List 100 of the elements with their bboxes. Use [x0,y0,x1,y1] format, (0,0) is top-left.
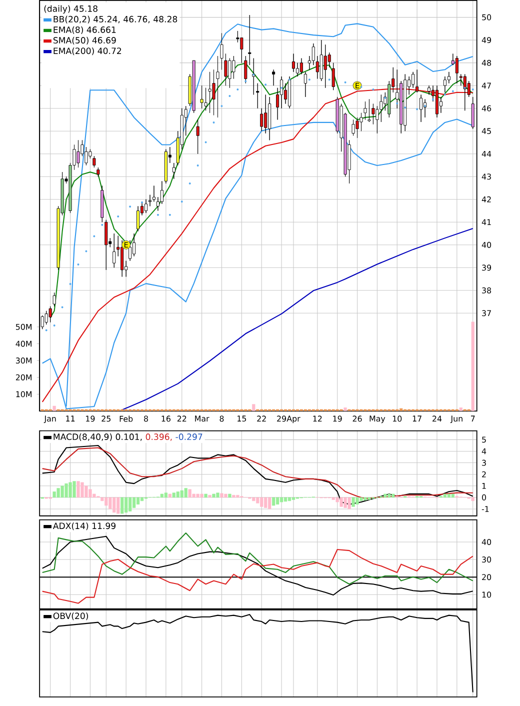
bar [212,494,216,498]
candlestick [324,44,327,88]
bar [80,482,84,498]
bar [471,497,474,501]
candlestick [192,60,196,114]
bar [447,494,450,498]
candlestick [300,58,303,74]
bar [172,492,176,498]
candlestick [244,56,247,84]
candlestick [212,69,216,116]
bar [340,497,343,507]
candlestick [272,69,275,86]
candlestick [224,53,228,86]
bar [180,490,184,498]
bar [88,489,92,498]
candlestick [368,99,371,122]
bar [443,494,446,498]
bar [160,494,164,498]
bar [168,494,172,498]
bar [359,497,363,502]
candlestick [196,119,200,154]
bar [224,494,228,498]
candlestick [48,306,52,322]
candlestick [172,162,176,180]
bar [252,497,256,502]
bar [236,494,240,498]
candlestick [96,167,100,177]
bar [387,494,391,498]
candlestick [100,185,104,222]
bar [332,497,335,500]
candlestick [208,72,212,114]
candlestick [152,185,156,202]
bar [188,489,192,498]
legend-label: EMA(8) 46.661 [54,26,116,34]
bar [383,494,387,498]
legend-label: SMA(50) 46.69 [53,36,116,45]
bar [252,404,256,412]
bar [104,497,108,506]
candlestick [104,220,108,270]
annotation: -0.297 [176,434,202,440]
bar [84,486,88,498]
candlestick [292,53,295,72]
legend-label: OBV(20) [53,612,88,620]
bar [52,406,56,412]
line-series [42,536,474,596]
candlestick [144,199,148,214]
candlestick [148,194,152,206]
candlestick [288,76,291,109]
bar [367,497,371,500]
line-series [121,228,474,410]
line-series [42,549,474,604]
legend-label: EMA(200) 40.72 [54,47,121,56]
line-series [42,532,474,585]
bar [216,492,220,498]
text: (daily) 45.18 [44,5,98,14]
bar [344,408,347,412]
candlestick [403,74,406,132]
bar [220,493,224,498]
legend-label: ADX(14) 11.99 [52,522,116,530]
bar [52,492,56,498]
candlestick [220,33,224,70]
bar [204,494,208,498]
candlestick [164,149,168,184]
bar [176,492,180,498]
candlestick [76,140,80,168]
bar [363,497,367,500]
bar [56,488,60,498]
bar [164,492,168,498]
bar [451,494,454,498]
text: 0.396, [146,434,172,441]
candlestick [268,96,271,140]
bar [208,494,212,498]
bar [356,497,359,504]
legend-label: BB(20,2) 45.24, 46.76, 48.28 [54,16,177,24]
candlestick [455,56,458,84]
candlestick [112,233,116,268]
candlestick [364,101,367,120]
bar [391,494,395,498]
candlestick [304,72,307,98]
candlestick [216,56,220,118]
candlestick [136,206,140,232]
candlestick [204,88,208,111]
candlestick [352,119,355,136]
bar [200,494,204,498]
bar [348,497,351,510]
bar [288,497,291,502]
bar [352,497,355,507]
bar [268,497,271,510]
bar [228,494,232,498]
bar [184,488,188,498]
bar [292,497,295,500]
bar [64,483,68,498]
candlestick [200,85,204,109]
candlestick [471,96,474,130]
bar [60,486,64,498]
legend-label: MACD(8,40,9) 0.101, [54,433,142,442]
bar [76,481,80,498]
bar [116,497,120,514]
bar [196,494,200,498]
candlestick [256,83,259,109]
